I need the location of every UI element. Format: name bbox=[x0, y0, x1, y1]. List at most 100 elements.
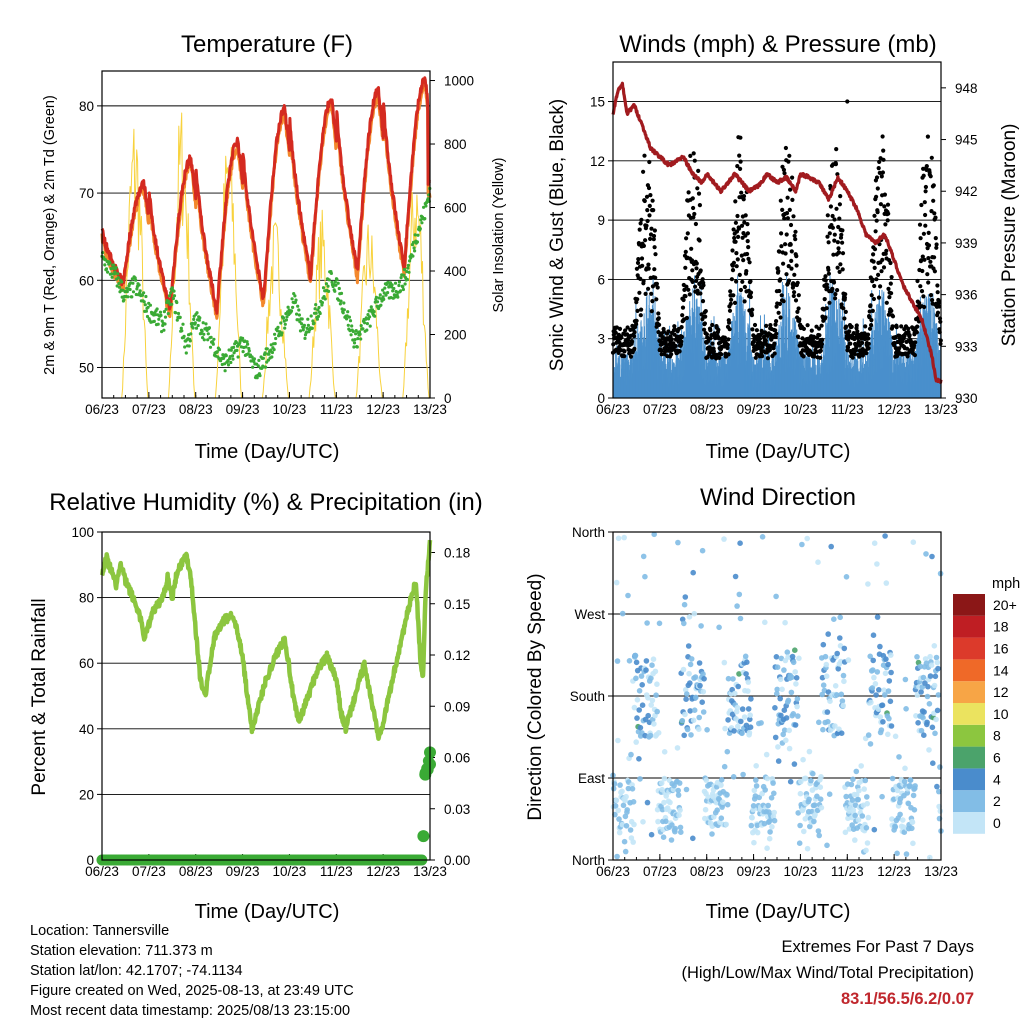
dewpoint-point bbox=[180, 329, 184, 333]
gust-point bbox=[728, 289, 733, 294]
gust-point bbox=[738, 159, 743, 164]
info-latlon: Station lat/lon: 42.1707; -74.1134 bbox=[30, 963, 243, 979]
gust-point bbox=[929, 155, 934, 160]
dewpoint-point bbox=[317, 305, 321, 310]
direction-point bbox=[792, 722, 799, 728]
dewpoint-point bbox=[264, 365, 268, 369]
gust-point bbox=[622, 349, 627, 354]
gust-point bbox=[685, 231, 690, 236]
dewpoint-point bbox=[392, 286, 396, 291]
gust-point bbox=[834, 206, 839, 211]
dewpoint-point bbox=[379, 303, 383, 307]
gust-point bbox=[886, 211, 891, 216]
dewpoint-point bbox=[302, 323, 306, 327]
gust-point bbox=[800, 336, 805, 341]
direction-point bbox=[907, 777, 914, 783]
direction-point bbox=[764, 845, 770, 851]
dewpoint-point bbox=[402, 267, 407, 272]
direction-point bbox=[933, 716, 939, 723]
direction-point bbox=[722, 725, 728, 732]
dewpoint-point bbox=[426, 197, 430, 201]
gust-point bbox=[937, 304, 942, 309]
direction-point bbox=[696, 660, 703, 666]
dewpoint-point bbox=[144, 309, 148, 313]
dewpoint-point bbox=[108, 261, 112, 265]
direction-point bbox=[870, 632, 877, 638]
dewpoint-point bbox=[130, 295, 134, 299]
wind-series bbox=[612, 275, 942, 398]
direction-point bbox=[824, 842, 830, 849]
gust-point bbox=[836, 246, 841, 251]
gust-point bbox=[839, 232, 844, 237]
direction-point bbox=[750, 803, 757, 809]
gust-point bbox=[617, 326, 623, 331]
dewpoint-point bbox=[241, 350, 245, 354]
dewpoint-point bbox=[126, 295, 130, 299]
direction-point bbox=[747, 724, 754, 730]
gust-point bbox=[695, 186, 700, 191]
direction-point bbox=[730, 676, 736, 682]
dewpoint-point bbox=[298, 329, 303, 333]
temperature-title: Temperature (F) bbox=[181, 31, 353, 58]
dewpoint-point bbox=[167, 300, 171, 304]
gust-point bbox=[871, 252, 876, 257]
dewpoint-point bbox=[322, 295, 326, 299]
legend-label: 18 bbox=[993, 619, 1009, 635]
gust-point bbox=[818, 355, 823, 360]
direction-point bbox=[677, 807, 683, 813]
direction-point bbox=[633, 675, 639, 682]
gust-point bbox=[938, 319, 943, 324]
direction-point bbox=[834, 692, 840, 698]
dewpoint-point bbox=[111, 266, 115, 270]
direction-point bbox=[721, 763, 728, 770]
direction-point bbox=[871, 826, 878, 833]
dewpoint-point bbox=[381, 288, 385, 292]
dewpoint-point bbox=[401, 285, 405, 289]
dewpoint-point bbox=[148, 303, 152, 307]
dewpoint-point bbox=[312, 321, 316, 325]
dewpoint-point bbox=[347, 315, 351, 319]
gust-point bbox=[833, 292, 838, 297]
gust-point bbox=[819, 342, 825, 347]
direction-point bbox=[790, 659, 797, 666]
gust-point bbox=[697, 238, 702, 243]
gust-point bbox=[644, 194, 650, 199]
dewpoint-point bbox=[211, 342, 215, 346]
gust-point bbox=[748, 279, 753, 284]
dewpoint-point bbox=[318, 311, 322, 316]
direction-point bbox=[767, 829, 773, 835]
gust-point bbox=[725, 345, 730, 351]
gust-point bbox=[640, 263, 645, 268]
gust-point bbox=[923, 184, 929, 190]
gust-point bbox=[871, 259, 876, 264]
direction-point bbox=[617, 782, 623, 788]
dewpoint-point bbox=[352, 341, 357, 345]
direction-ytick-label-left: North bbox=[572, 525, 605, 540]
direction-point bbox=[682, 594, 689, 600]
dewpoint-point bbox=[208, 345, 213, 349]
gust-point bbox=[745, 222, 750, 227]
wind-title: Winds (mph) & Pressure (mb) bbox=[619, 31, 936, 58]
direction-point bbox=[794, 703, 800, 710]
dewpoint-series bbox=[100, 186, 432, 380]
direction-point bbox=[909, 819, 916, 825]
direction-point bbox=[877, 714, 884, 720]
gust-point bbox=[681, 297, 686, 303]
dewpoint-point bbox=[401, 287, 405, 292]
legend-title: mph bbox=[992, 576, 1020, 592]
direction-point bbox=[648, 831, 655, 838]
gust-point bbox=[789, 258, 794, 263]
dewpoint-point bbox=[339, 299, 343, 303]
gust-point bbox=[625, 332, 630, 337]
direction-xtick-label: 07/23 bbox=[643, 864, 677, 879]
gust-point bbox=[872, 265, 877, 270]
dewpoint-point bbox=[146, 305, 150, 309]
gust-point bbox=[684, 315, 690, 321]
gust-point bbox=[776, 310, 781, 315]
dewpoint-point bbox=[397, 280, 401, 284]
direction-point bbox=[815, 559, 821, 565]
gust-point bbox=[881, 265, 887, 270]
direction-point bbox=[852, 802, 859, 808]
gust-point bbox=[879, 174, 884, 179]
gust-point bbox=[840, 228, 845, 233]
